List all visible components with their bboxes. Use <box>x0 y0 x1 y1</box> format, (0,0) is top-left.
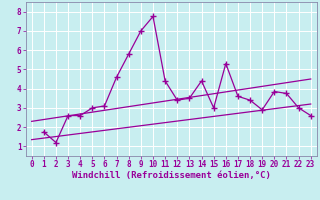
X-axis label: Windchill (Refroidissement éolien,°C): Windchill (Refroidissement éolien,°C) <box>72 171 271 180</box>
